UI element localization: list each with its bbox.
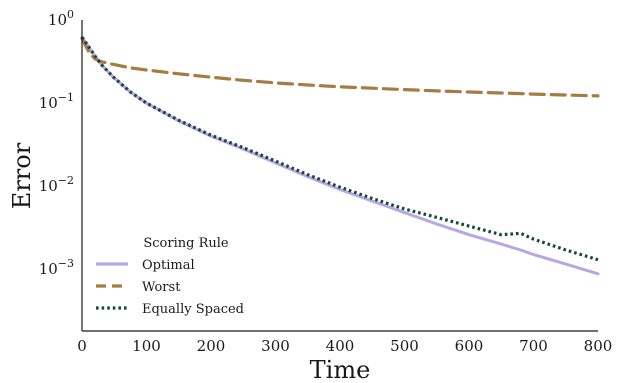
y-tick-labels: 100 10−1 10−2 10−3	[39, 8, 74, 278]
legend-title: Scoring Rule	[143, 236, 229, 251]
legend-label-equally-spaced: Equally Spaced	[142, 302, 244, 317]
series-line-equally-spaced	[80, 36, 599, 262]
series-line-optimal	[80, 35, 600, 276]
x-tick-label: 0	[77, 337, 87, 355]
y-tick-label: 10−3	[39, 257, 74, 278]
axes-layer	[81, 20, 598, 332]
x-axis-title: Time	[310, 356, 371, 383]
x-tick-labels: 0 100 200 300 400 500 600 700 800	[77, 337, 612, 355]
series-line-worst	[80, 36, 600, 98]
x-tick-label: 800	[584, 337, 613, 355]
y-tick-label: 10−2	[39, 174, 74, 195]
legend-label-optimal: Optimal	[142, 258, 195, 273]
x-tick-label: 300	[261, 337, 290, 355]
x-tick-label: 100	[132, 337, 161, 355]
x-tick-label: 200	[197, 337, 226, 355]
x-tick-label: 400	[326, 337, 355, 355]
x-tick-label: 600	[455, 337, 484, 355]
x-tick-label: 700	[519, 337, 548, 355]
y-tick-label: 10−1	[39, 91, 74, 112]
y-tick-label: 100	[48, 8, 74, 29]
y-axis-title: Error	[8, 142, 36, 209]
legend: Scoring Rule Optimal Worst Equally Spaced	[96, 236, 244, 317]
series-layer	[80, 35, 600, 276]
legend-items: Optimal Worst Equally Spaced	[96, 258, 244, 317]
x-tick-label: 500	[390, 337, 419, 355]
legend-label-worst: Worst	[142, 280, 181, 295]
